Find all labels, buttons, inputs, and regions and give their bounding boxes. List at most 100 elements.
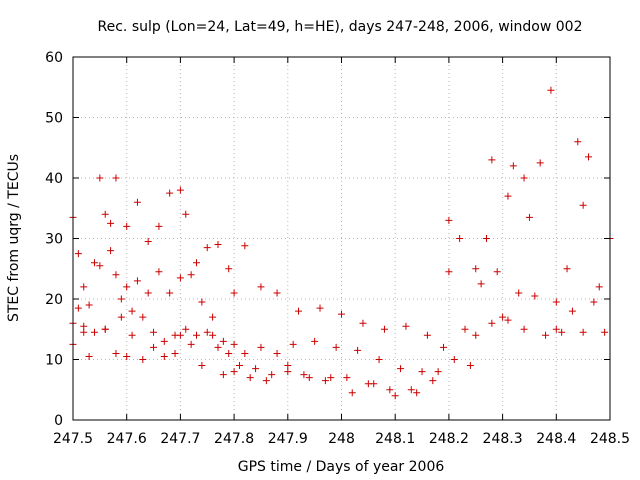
y-tick-label: 30 <box>45 232 63 248</box>
data-point <box>257 343 265 351</box>
data-point <box>144 238 152 246</box>
data-point <box>193 259 201 267</box>
data-point <box>112 271 120 279</box>
data-point <box>461 325 469 333</box>
data-point <box>321 377 329 385</box>
data-point <box>85 352 93 360</box>
data-points <box>69 86 614 400</box>
data-point <box>214 343 222 351</box>
data-point <box>579 328 587 336</box>
data-point <box>241 349 249 357</box>
data-point <box>214 241 222 249</box>
data-point <box>268 371 276 379</box>
y-tick-labels: 0 10 20 30 40 50 60 <box>45 50 63 429</box>
data-point <box>515 289 523 297</box>
data-point <box>123 222 131 230</box>
data-point <box>482 235 490 242</box>
data-point <box>80 328 88 336</box>
data-point <box>445 216 453 224</box>
x-tick-label: 248 <box>328 431 355 447</box>
y-tick-label: 0 <box>54 413 63 429</box>
data-point <box>316 304 324 312</box>
data-point <box>466 362 474 370</box>
data-point <box>241 242 249 250</box>
data-point <box>520 174 528 182</box>
data-point <box>477 280 485 288</box>
data-point <box>359 319 367 327</box>
data-point <box>354 346 362 354</box>
data-point <box>133 277 141 285</box>
data-point <box>348 389 356 397</box>
data-point <box>434 368 442 376</box>
data-point <box>542 331 550 339</box>
y-tick-label: 10 <box>45 353 63 369</box>
data-point <box>273 289 281 297</box>
data-point <box>493 268 501 276</box>
data-point <box>520 325 528 333</box>
data-point <box>440 343 448 351</box>
data-point <box>209 313 217 321</box>
data-point <box>230 289 238 297</box>
x-axis-label: GPS time / Days of year 2006 <box>238 459 445 475</box>
data-point <box>311 337 319 345</box>
data-point <box>107 247 115 255</box>
data-point <box>90 259 98 267</box>
data-point <box>209 331 217 339</box>
data-point <box>230 340 238 348</box>
data-point <box>402 322 410 330</box>
data-point <box>601 328 609 336</box>
data-point <box>187 271 195 279</box>
x-tick-labels: 247.5 247.6 247.7 247.8 247.9 248 248.1 248.2 24… <box>53 431 630 447</box>
data-point <box>96 262 104 270</box>
data-point <box>90 328 98 336</box>
data-point <box>289 340 297 348</box>
data-point <box>364 380 372 388</box>
data-point <box>504 316 512 324</box>
data-point <box>123 283 131 291</box>
data-point <box>445 268 453 276</box>
data-point <box>117 295 125 303</box>
data-point <box>198 362 206 370</box>
data-point <box>472 331 480 339</box>
data-point <box>176 274 184 282</box>
data-point <box>525 213 533 221</box>
data-point <box>112 349 120 357</box>
x-tick-label: 247.7 <box>160 431 200 447</box>
data-point <box>488 319 496 327</box>
data-point <box>160 337 168 345</box>
x-tick-label: 247.9 <box>268 431 308 447</box>
chart-title: Rec. sulp (Lon=24, Lat=49, h=HE), days 2… <box>98 19 583 35</box>
data-point <box>128 307 136 315</box>
data-point <box>74 304 82 312</box>
data-point <box>117 313 125 321</box>
data-point <box>531 292 539 300</box>
data-point <box>74 250 82 258</box>
data-point <box>332 343 340 351</box>
data-point <box>155 222 163 230</box>
data-point <box>187 340 195 348</box>
data-point <box>257 283 265 291</box>
data-point <box>166 289 174 297</box>
data-point <box>107 219 115 227</box>
data-point <box>150 328 158 336</box>
data-point <box>504 192 512 200</box>
data-point <box>219 337 227 345</box>
x-tick-label: 248.4 <box>536 431 576 447</box>
data-point <box>144 289 152 297</box>
data-point <box>182 210 190 218</box>
x-tick-label: 247.6 <box>107 431 147 447</box>
x-tick-label: 247.8 <box>214 431 254 447</box>
y-tick-label: 60 <box>45 50 63 66</box>
data-point <box>246 374 254 382</box>
y-axis-label: STEC from uqrg / TECUs <box>6 154 22 322</box>
data-point <box>230 368 238 376</box>
data-point <box>343 374 351 382</box>
data-point <box>80 283 88 291</box>
x-tick-label: 248.2 <box>429 431 469 447</box>
data-point <box>139 313 147 321</box>
data-point <box>375 356 383 363</box>
data-point <box>203 244 211 252</box>
data-point <box>160 352 168 360</box>
data-point <box>579 201 587 209</box>
